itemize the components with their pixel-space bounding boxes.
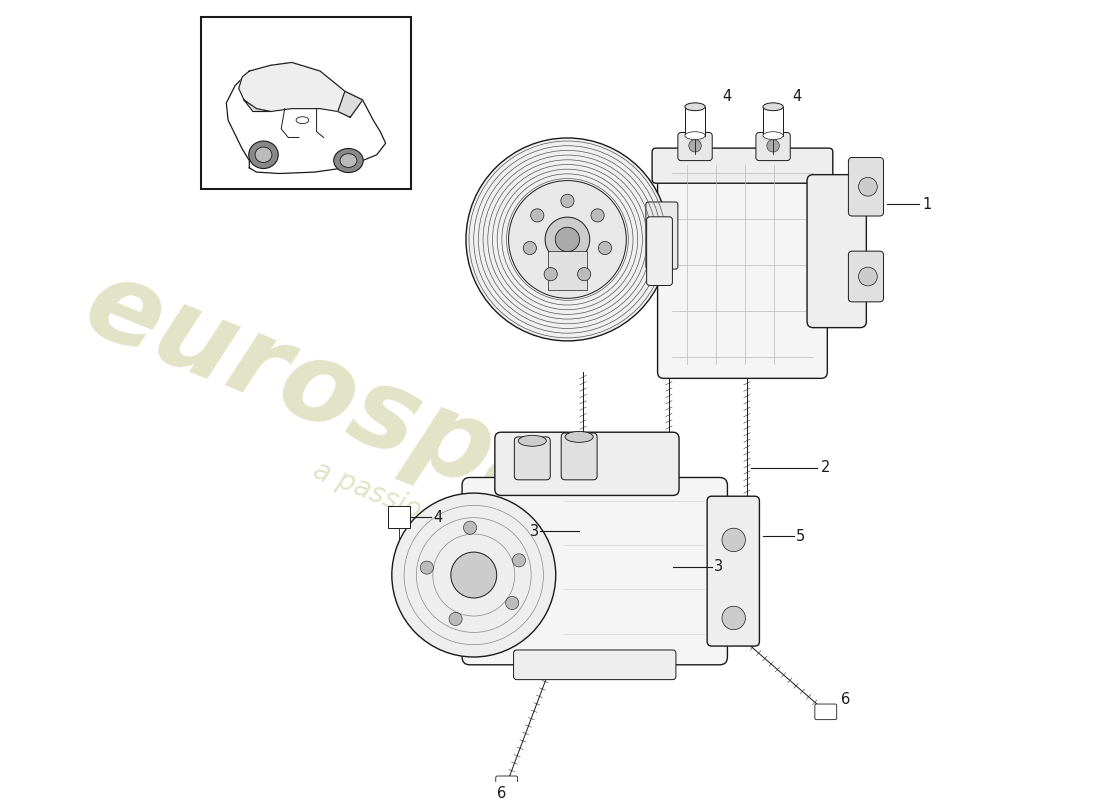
Polygon shape [338, 91, 363, 118]
Circle shape [722, 528, 746, 552]
Ellipse shape [685, 103, 705, 110]
FancyBboxPatch shape [574, 591, 593, 606]
Ellipse shape [763, 103, 783, 110]
Circle shape [508, 181, 626, 298]
Text: 3: 3 [530, 524, 539, 538]
Bar [200, 17, 411, 189]
FancyBboxPatch shape [515, 437, 550, 480]
Ellipse shape [255, 147, 272, 162]
Circle shape [463, 521, 476, 534]
Ellipse shape [763, 132, 783, 139]
Circle shape [722, 606, 746, 630]
FancyBboxPatch shape [652, 148, 833, 183]
Text: 4: 4 [793, 89, 802, 104]
FancyBboxPatch shape [660, 622, 679, 637]
Text: eurospares: eurospares [69, 250, 761, 612]
Text: 5: 5 [796, 529, 805, 543]
FancyBboxPatch shape [707, 496, 759, 646]
FancyBboxPatch shape [647, 217, 672, 286]
FancyBboxPatch shape [658, 151, 827, 378]
Circle shape [544, 267, 558, 281]
Circle shape [420, 561, 433, 574]
Text: 2: 2 [821, 460, 830, 475]
FancyBboxPatch shape [388, 506, 410, 528]
Circle shape [767, 139, 779, 152]
Text: 6: 6 [497, 786, 506, 800]
Polygon shape [239, 62, 363, 118]
FancyBboxPatch shape [514, 650, 675, 680]
Circle shape [556, 227, 580, 252]
FancyBboxPatch shape [815, 704, 837, 720]
Circle shape [546, 217, 590, 262]
Circle shape [451, 552, 497, 598]
FancyBboxPatch shape [685, 106, 705, 136]
Ellipse shape [249, 141, 278, 169]
Ellipse shape [518, 435, 547, 446]
FancyBboxPatch shape [462, 478, 727, 665]
Circle shape [858, 267, 878, 286]
Text: 3: 3 [714, 559, 724, 574]
FancyBboxPatch shape [646, 202, 678, 269]
Circle shape [392, 493, 556, 657]
FancyBboxPatch shape [561, 433, 597, 480]
Circle shape [530, 209, 543, 222]
Ellipse shape [565, 431, 593, 442]
Ellipse shape [340, 154, 356, 167]
FancyBboxPatch shape [807, 174, 867, 328]
Circle shape [466, 138, 669, 341]
Text: 6: 6 [840, 693, 850, 707]
FancyBboxPatch shape [495, 432, 679, 495]
FancyBboxPatch shape [848, 158, 883, 216]
FancyBboxPatch shape [496, 776, 518, 792]
Circle shape [578, 267, 591, 281]
Text: 4: 4 [723, 89, 732, 104]
FancyBboxPatch shape [848, 251, 883, 302]
Ellipse shape [333, 149, 363, 173]
Circle shape [524, 242, 537, 254]
Circle shape [573, 588, 593, 609]
Circle shape [449, 613, 462, 626]
Circle shape [858, 178, 878, 196]
Circle shape [737, 557, 757, 578]
Circle shape [506, 597, 519, 610]
FancyBboxPatch shape [763, 106, 783, 136]
FancyBboxPatch shape [548, 251, 587, 290]
Polygon shape [244, 100, 271, 111]
Circle shape [598, 242, 612, 254]
FancyBboxPatch shape [678, 133, 712, 161]
Polygon shape [227, 62, 386, 174]
FancyBboxPatch shape [738, 560, 757, 574]
Circle shape [591, 209, 604, 222]
FancyBboxPatch shape [756, 133, 790, 161]
Text: 4: 4 [433, 510, 442, 525]
Circle shape [659, 619, 679, 640]
Ellipse shape [685, 132, 705, 139]
Circle shape [689, 139, 702, 152]
Text: a passion for parts since 1985: a passion for parts since 1985 [309, 456, 708, 639]
Text: 1: 1 [923, 197, 932, 212]
Circle shape [513, 554, 526, 567]
Circle shape [561, 194, 574, 207]
